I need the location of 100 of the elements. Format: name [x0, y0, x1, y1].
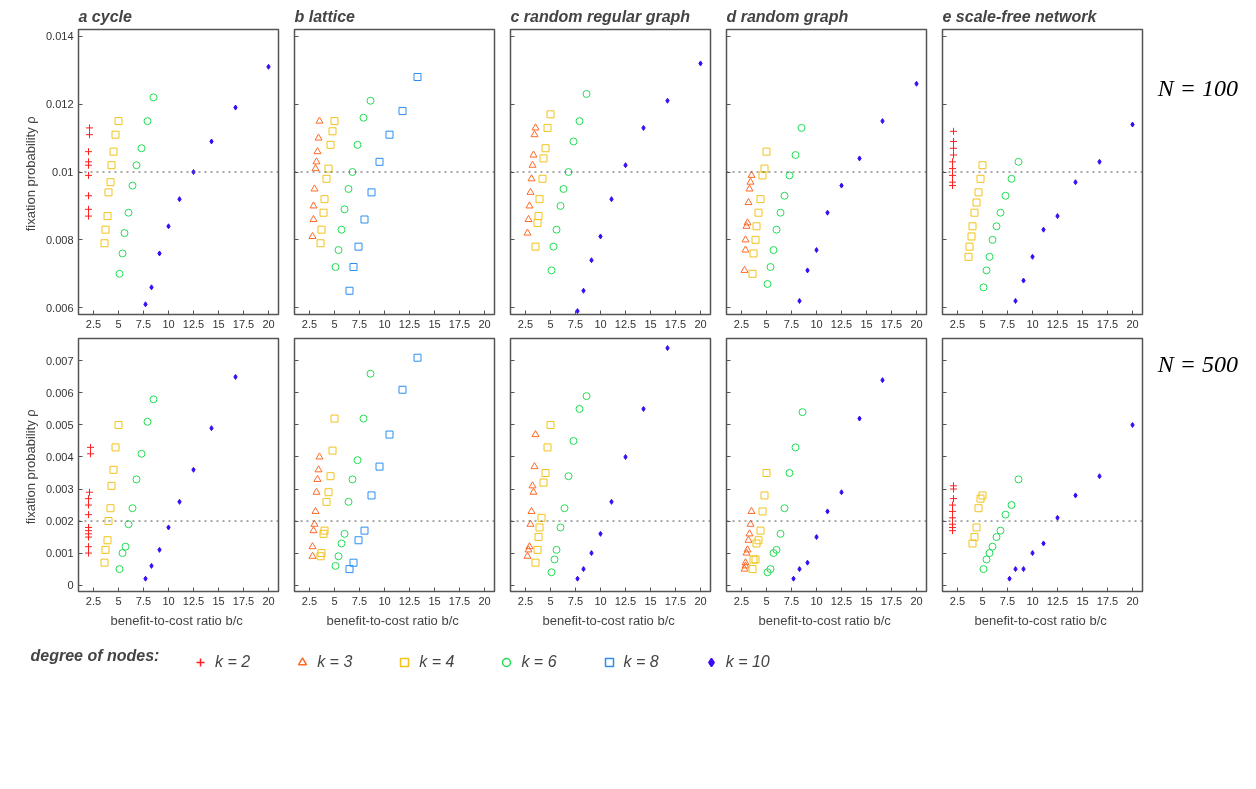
x-tick-label: 2.5 [733, 594, 750, 607]
x-tick-label: 7.5 [999, 594, 1016, 607]
x-tick-label: 15 [860, 317, 873, 330]
x-tick-label: 10 [1026, 317, 1039, 330]
x-tick-label: 12.5 [398, 594, 421, 607]
x-tick-label: 20 [1126, 317, 1139, 330]
x-tick-label: 20 [262, 317, 275, 330]
x-tick-label: 2.5 [301, 317, 318, 330]
y-tick-label: 0.007 [45, 354, 74, 367]
chart-title: a cycle [78, 7, 132, 25]
x-tick-label: 17.5 [1096, 317, 1119, 330]
x-tick-label: 5 [763, 317, 770, 330]
x-tick-label: 2.5 [733, 317, 750, 330]
y-axis-title: fixation probability ρ [22, 409, 38, 525]
x-tick-label: 12.5 [830, 317, 853, 330]
x-tick-label: 7.5 [351, 594, 368, 607]
legend-label: k = 2 [215, 653, 251, 671]
legend-label: k = 10 [725, 653, 770, 671]
x-tick-label: 12.5 [614, 594, 637, 607]
x-tick-label: 17.5 [880, 594, 903, 607]
x-tick-label: 5 [547, 594, 554, 607]
x-tick-label: 10 [1026, 594, 1039, 607]
x-tick-label: 17.5 [880, 317, 903, 330]
x-tick-label: 2.5 [85, 317, 102, 330]
x-tick-label: 17.5 [448, 594, 471, 607]
y-tick-label: 0 [67, 579, 74, 592]
x-tick-label: 12.5 [614, 317, 637, 330]
x-tick-label: 10 [162, 594, 175, 607]
x-tick-label: 7.5 [135, 594, 152, 607]
x-tick-label: 15 [212, 317, 225, 330]
x-tick-label: 20 [262, 594, 275, 607]
x-tick-label: 2.5 [949, 317, 966, 330]
chart-title: d random graph [726, 7, 849, 25]
x-tick-label: 12.5 [398, 317, 421, 330]
x-tick-label: 15 [428, 317, 441, 330]
x-tick-label: 20 [694, 317, 707, 330]
x-tick-label: 7.5 [135, 317, 152, 330]
x-tick-label: 17.5 [232, 594, 255, 607]
x-tick-label: 7.5 [783, 317, 800, 330]
x-tick-label: 17.5 [664, 317, 687, 330]
x-tick-label: 17.5 [232, 317, 255, 330]
legend-label: k = 4 [419, 653, 455, 671]
x-tick-label: 20 [694, 594, 707, 607]
y-tick-label: 0.003 [45, 483, 74, 496]
x-tick-label: 20 [910, 594, 923, 607]
x-axis-title: benefit-to-cost ratio b/c [110, 612, 244, 628]
x-tick-label: 15 [644, 317, 657, 330]
x-tick-label: 10 [594, 317, 607, 330]
x-tick-label: 10 [810, 594, 823, 607]
x-tick-label: 5 [115, 594, 122, 607]
x-tick-label: 5 [979, 594, 986, 607]
x-tick-label: 15 [428, 594, 441, 607]
x-tick-label: 15 [212, 594, 225, 607]
x-tick-label: 20 [1126, 594, 1139, 607]
x-tick-label: 12.5 [1046, 317, 1069, 330]
x-axis-title: benefit-to-cost ratio b/c [758, 612, 892, 628]
x-tick-label: 5 [331, 594, 338, 607]
x-tick-label: 7.5 [783, 594, 800, 607]
y-tick-label: 0.006 [45, 301, 74, 314]
x-tick-label: 12.5 [182, 317, 205, 330]
x-tick-label: 7.5 [999, 317, 1016, 330]
chart-title: c random regular graph [510, 7, 691, 25]
x-tick-label: 20 [478, 317, 491, 330]
x-tick-label: 2.5 [85, 594, 102, 607]
x-tick-label: 10 [594, 594, 607, 607]
x-tick-label: 17.5 [448, 317, 471, 330]
x-tick-label: 17.5 [1096, 594, 1119, 607]
y-tick-label: 0.01 [52, 166, 74, 178]
x-tick-label: 7.5 [567, 594, 584, 607]
x-tick-label: 15 [1076, 317, 1089, 330]
x-tick-label: 2.5 [949, 594, 966, 607]
legend-label: k = 8 [623, 653, 659, 671]
x-axis-title: benefit-to-cost ratio b/c [542, 612, 676, 628]
y-tick-label: 0.001 [45, 547, 74, 560]
legend-title: degree of nodes: [30, 647, 160, 664]
x-tick-label: 5 [979, 317, 986, 330]
x-tick-label: 10 [810, 317, 823, 330]
x-tick-label: 5 [547, 317, 554, 330]
x-tick-label: 2.5 [517, 317, 534, 330]
x-tick-label: 10 [162, 317, 175, 330]
legend-label: k = 6 [521, 653, 557, 671]
text: N = 100 [1156, 74, 1239, 101]
x-tick-label: 12.5 [182, 594, 205, 607]
x-tick-label: 2.5 [517, 594, 534, 607]
x-tick-label: 10 [378, 317, 391, 330]
x-tick-label: 10 [378, 594, 391, 607]
y-tick-label: 0.006 [45, 386, 74, 399]
y-tick-label: 0.012 [45, 98, 74, 111]
y-tick-label: 0.004 [45, 450, 74, 463]
x-tick-label: 12.5 [830, 594, 853, 607]
y-tick-label: 0.005 [45, 418, 74, 431]
legend-label: k = 3 [317, 653, 353, 671]
x-axis-title: benefit-to-cost ratio b/c [974, 612, 1108, 628]
x-tick-label: 5 [331, 317, 338, 330]
x-tick-label: 20 [910, 317, 923, 330]
x-tick-label: 17.5 [664, 594, 687, 607]
x-tick-label: 15 [644, 594, 657, 607]
chart-title: b lattice [294, 7, 356, 25]
x-tick-label: 12.5 [1046, 594, 1069, 607]
chart-title: e scale-free network [942, 7, 1098, 25]
